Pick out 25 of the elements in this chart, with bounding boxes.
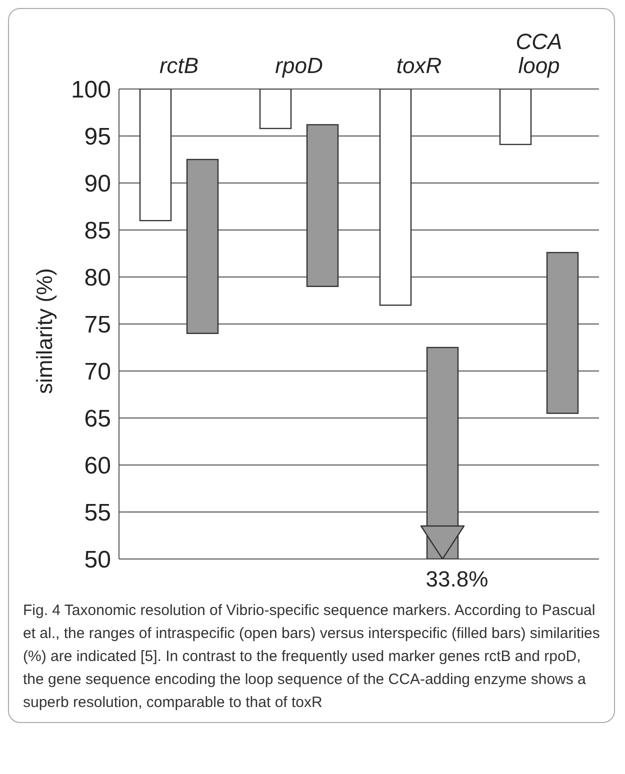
bar [186,158,219,334]
y-tick-label: 100 [70,76,111,104]
y-tick-label: 95 [84,124,111,151]
y-tick-label: 50 [84,546,111,574]
text: 33.8% [426,566,488,592]
caption: Fig. 4 Taxonomic resolution of Vibrio-specific sequence markers. According to Pascual et al., the ranges of intraspecific (open bars) versus interspecific (filled bars) similarities (%) are indicated [5]. In contrast to the frequently used marker genes rctB and rpoD, the gene sequence encoding the loop sequence of the CCA-adding enzyme shows a superb resolution, comparable to that of toxR [22,601,601,713]
y-tick-label: 80 [84,264,111,292]
bar [139,89,172,222]
x-tick-label: rctB [159,53,199,78]
y-tick-label: 75 [84,312,111,339]
bar [259,89,292,130]
bar [546,252,579,414]
x-tick-label: rpoD [275,53,323,78]
bar [379,89,412,306]
y-tick-label: 90 [84,170,111,198]
x-tick-label: toxR [396,53,442,78]
y-tick-label: 65 [84,406,111,433]
y-axis-title: similarity (%) [32,268,57,394]
y-tick-label: 60 [84,452,111,480]
y-tick-label: 85 [84,218,111,245]
x-tick-label: CCA loop [516,29,562,78]
y-tick-label: 55 [84,500,111,527]
y-tick-label: 70 [84,358,111,386]
bar [499,89,532,146]
bar [306,124,339,287]
